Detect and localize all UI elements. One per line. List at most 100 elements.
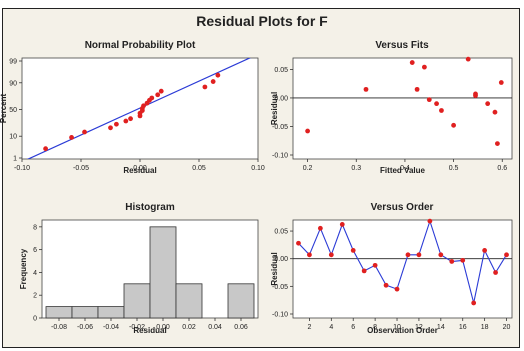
fits-point-7 [439,108,444,113]
fits-point-5 [426,97,432,103]
y-tick-label-order-2: 0.00 [274,256,288,263]
npp-point-6 [128,116,133,122]
order-point-14 [449,259,455,264]
npp-point-4 [114,121,119,127]
order-series-line [298,219,507,304]
y-axis-label-0: Percent [0,93,8,123]
npp-point-5 [123,118,129,124]
y-tick-label-order-3: 0.05 [274,229,288,236]
y-tick-label-hist-0: 0 [33,316,37,323]
figure-title: Residual Plots for F [196,13,328,29]
x-tick-label-fits-3: 0.5 [449,165,459,172]
order-point-0 [296,240,301,246]
fits-point-11 [473,93,478,99]
order-point-1 [307,252,312,258]
y-axis-label-1: Residual [270,92,279,125]
y-tick-label-order-1: -0.05 [272,284,288,291]
y-tick-label-hist-4: 8 [33,224,37,231]
npp-point-18 [210,79,216,84]
order-point-16 [471,300,477,306]
hist-bar-0 [45,306,73,319]
order-point-12 [427,218,433,224]
fits-point-6 [434,101,439,107]
fits-point-9 [465,56,471,62]
y-tick-label-npp-4: 99 [9,59,17,66]
fits-point-2 [409,60,415,65]
panel-title-2: Histogram [125,202,175,213]
fits-point-4 [422,64,427,70]
fits-point-13 [492,109,498,115]
fits-point-8 [451,122,456,128]
order-point-3 [328,252,334,258]
panel-title-1: Versus Fits [375,40,429,51]
x-tick-label-fits-0: 0.2 [303,165,313,172]
hist-bar-3 [123,283,151,319]
order-point-2 [317,225,323,231]
x-tick-label-npp-1: -0.05 [73,165,89,172]
x-tick-label-npp-0: -0.10 [14,165,30,172]
panel-title-0: Normal Probability Plot [85,40,196,51]
y-tick-label-hist-1: 2 [33,293,37,300]
y-tick-label-fits-2: 0.00 [274,95,288,102]
hist-bar-1 [71,306,99,319]
y-axis-label-3: Residual [270,252,279,285]
x-tick-label-hist-7: 0.06 [234,324,248,331]
x-tick-label-order-2: 6 [351,324,355,331]
fits-point-12 [485,101,491,107]
order-point-17 [482,248,488,253]
x-tick-label-hist-1: -0.06 [77,324,93,331]
y-tick-label-npp-3: 90 [9,80,17,87]
y-tick-label-npp-0: 1 [13,156,17,163]
order-point-11 [416,252,422,258]
x-tick-label-order-9: 20 [503,324,511,331]
npp-point-2 [82,129,87,135]
x-tick-label-order-8: 18 [481,324,489,331]
y-tick-label-npp-1: 10 [9,134,17,141]
fits-point-14 [495,141,500,146]
npp-point-3 [108,125,113,131]
plot-area-1 [292,57,513,160]
npp-point-17 [202,84,208,90]
x-tick-label-order-6: 14 [437,324,445,331]
npp-point-11 [141,103,146,109]
x-tick-label-npp-3: 0.05 [192,165,206,172]
npp-point-1 [69,135,74,140]
x-tick-label-npp-2: 0.00 [133,165,147,172]
fits-point-15 [498,80,504,85]
y-tick-label-hist-3: 6 [33,247,37,254]
x-axis-label-2: Residual [133,326,166,335]
x-tick-label-hist-2: -0.04 [103,324,119,331]
order-point-5 [350,248,356,253]
npp-point-0 [43,146,48,152]
panel-title-3: Versus Order [371,202,434,213]
x-tick-label-hist-5: 0.02 [182,324,196,331]
x-tick-label-fits-1: 0.3 [351,165,361,172]
order-point-19 [504,252,509,258]
x-tick-label-npp-4: 0.10 [251,165,265,172]
x-tick-label-hist-6: 0.04 [208,324,222,331]
x-tick-label-hist-3: -0.02 [129,324,145,331]
plot-area-3 [292,219,513,319]
order-point-7 [372,262,378,268]
x-axis-label-0: Residual [123,166,156,175]
npp-point-14 [149,95,155,101]
x-tick-label-order-0: 2 [307,324,311,331]
x-tick-label-order-3: 8 [373,324,377,331]
npp-point-19 [215,72,221,78]
x-tick-label-order-5: 12 [415,324,423,331]
x-tick-label-hist-0: -0.08 [51,324,67,331]
order-point-13 [438,252,444,258]
y-axis-label-2: Frequency [19,248,28,289]
y-tick-label-fits-1: -0.05 [272,124,288,131]
y-tick-label-order-0: -0.10 [272,312,288,319]
x-axis-label-3: Observation Order [367,326,438,335]
y-tick-label-fits-0: -0.10 [272,153,288,160]
x-tick-label-hist-4: 0.00 [156,324,170,331]
y-tick-label-npp-2: 50 [9,107,17,114]
hist-bar-4 [149,226,177,319]
x-tick-label-fits-4: 0.6 [497,165,507,172]
order-point-15 [460,257,466,263]
order-point-10 [405,252,411,258]
hist-bar-5 [175,283,203,319]
